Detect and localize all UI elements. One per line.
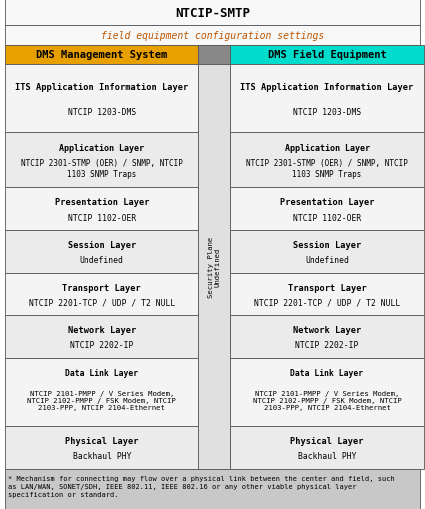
Text: NTCIP 2202-IP: NTCIP 2202-IP [70,341,133,350]
Text: Data Link Layer: Data Link Layer [65,369,139,378]
Bar [230,65,424,133]
Text: field equipment configuration settings: field equipment configuration settings [101,31,324,41]
Text: Physical Layer: Physical Layer [290,436,364,445]
Text: Network Layer: Network Layer [68,325,136,334]
Text: NTCIP 1102-OER: NTCIP 1102-OER [68,213,136,222]
Text: Undefined: Undefined [305,256,349,265]
Bar [5,358,198,426]
Text: Presentation Layer: Presentation Layer [280,198,374,207]
Text: NTCIP 1203-DMS: NTCIP 1203-DMS [68,108,136,117]
Text: DMS Field Equipment: DMS Field Equipment [268,50,386,60]
Text: Transport Layer: Transport Layer [62,283,141,292]
Bar [230,133,424,188]
Text: * Mechanism for connecting may flow over a physical link between the center and : * Mechanism for connecting may flow over… [8,475,395,497]
Text: Session Layer: Session Layer [293,240,361,249]
Bar [230,426,424,469]
Bar [230,188,424,231]
Bar [5,426,198,469]
Bar [5,45,198,65]
Bar [5,65,198,133]
Text: ITS Application Information Layer: ITS Application Information Layer [15,83,188,92]
Text: NTCIP 2101-PMPP / V Series Modem,
NTCIP 2102-PMPP / FSK Modem, NTCIP
2103-PPP, N: NTCIP 2101-PMPP / V Series Modem, NTCIP … [28,390,176,410]
Text: NTCIP 2101-PMPP / V Series Modem,
NTCIP 2102-PMPP / FSK Modem, NTCIP
2103-PPP, N: NTCIP 2101-PMPP / V Series Modem, NTCIP … [252,390,401,410]
Text: Backhaul PHY: Backhaul PHY [298,451,356,460]
Bar [230,45,424,65]
Text: DMS Management System: DMS Management System [36,50,167,60]
Text: Data Link Layer: Data Link Layer [290,369,364,378]
Text: Transport Layer: Transport Layer [288,283,366,292]
Bar [198,65,230,469]
Text: Presentation Layer: Presentation Layer [54,198,149,207]
Bar [230,316,424,358]
Text: NTCIP 2202-IP: NTCIP 2202-IP [295,341,359,350]
Bar [5,133,198,188]
Bar [5,273,198,316]
Text: Security Plane
Undefined: Security Plane Undefined [208,236,221,297]
Bar [198,45,230,65]
Text: ITS Application Information Layer: ITS Application Information Layer [241,83,414,92]
Text: NTCIP 2301-STMP (OER) / SNMP, NTCIP
1103 SNMP Traps: NTCIP 2301-STMP (OER) / SNMP, NTCIP 1103… [246,159,408,178]
Text: NTCIP 1203-DMS: NTCIP 1203-DMS [293,108,361,117]
Text: Physical Layer: Physical Layer [65,436,139,445]
Text: NTCIP 2201-TCP / UDP / T2 NULL: NTCIP 2201-TCP / UDP / T2 NULL [28,298,175,307]
Bar [5,26,420,45]
Bar [5,188,198,231]
Text: Undefined: Undefined [80,256,124,265]
Text: Backhaul PHY: Backhaul PHY [73,451,131,460]
Bar [230,231,424,273]
Bar [5,316,198,358]
Text: Session Layer: Session Layer [68,240,136,249]
Text: Application Layer: Application Layer [285,144,369,153]
Text: NTCIP-SMTP: NTCIP-SMTP [175,7,250,20]
Bar [230,273,424,316]
Text: NTCIP 1102-OER: NTCIP 1102-OER [293,213,361,222]
Text: NTCIP 2301-STMP (OER) / SNMP, NTCIP
1103 SNMP Traps: NTCIP 2301-STMP (OER) / SNMP, NTCIP 1103… [21,159,183,178]
Text: Application Layer: Application Layer [60,144,144,153]
Text: Network Layer: Network Layer [293,325,361,334]
Bar [5,0,420,26]
Bar [5,231,198,273]
Bar [230,358,424,426]
Bar [5,469,420,509]
Text: NTCIP 2201-TCP / UDP / T2 NULL: NTCIP 2201-TCP / UDP / T2 NULL [254,298,400,307]
